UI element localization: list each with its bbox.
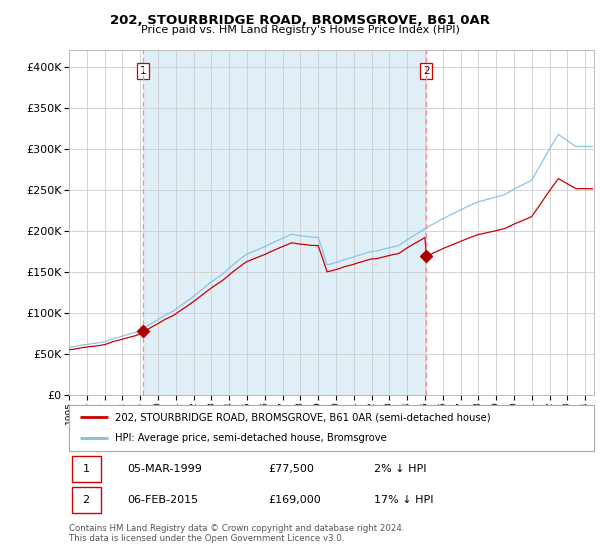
Text: 1: 1 (140, 66, 146, 76)
Text: 06-FEB-2015: 06-FEB-2015 (127, 495, 198, 505)
Text: HPI: Average price, semi-detached house, Bromsgrove: HPI: Average price, semi-detached house,… (115, 433, 387, 444)
FancyBboxPatch shape (71, 487, 101, 513)
Text: 1: 1 (83, 464, 89, 474)
Text: 202, STOURBRIDGE ROAD, BROMSGROVE, B61 0AR (semi-detached house): 202, STOURBRIDGE ROAD, BROMSGROVE, B61 0… (115, 412, 491, 422)
Text: 2% ↓ HPI: 2% ↓ HPI (373, 464, 426, 474)
Bar (143, 50, 427, 395)
Text: 2: 2 (423, 66, 430, 76)
Text: Price paid vs. HM Land Registry's House Price Index (HPI): Price paid vs. HM Land Registry's House … (140, 25, 460, 35)
Text: £169,000: £169,000 (269, 495, 321, 505)
Text: 2: 2 (83, 495, 89, 505)
Text: 202, STOURBRIDGE ROAD, BROMSGROVE, B61 0AR: 202, STOURBRIDGE ROAD, BROMSGROVE, B61 0… (110, 14, 490, 27)
Text: 05-MAR-1999: 05-MAR-1999 (127, 464, 202, 474)
Text: £77,500: £77,500 (269, 464, 314, 474)
Text: Contains HM Land Registry data © Crown copyright and database right 2024.
This d: Contains HM Land Registry data © Crown c… (69, 524, 404, 543)
FancyBboxPatch shape (71, 456, 101, 482)
Text: 17% ↓ HPI: 17% ↓ HPI (373, 495, 433, 505)
